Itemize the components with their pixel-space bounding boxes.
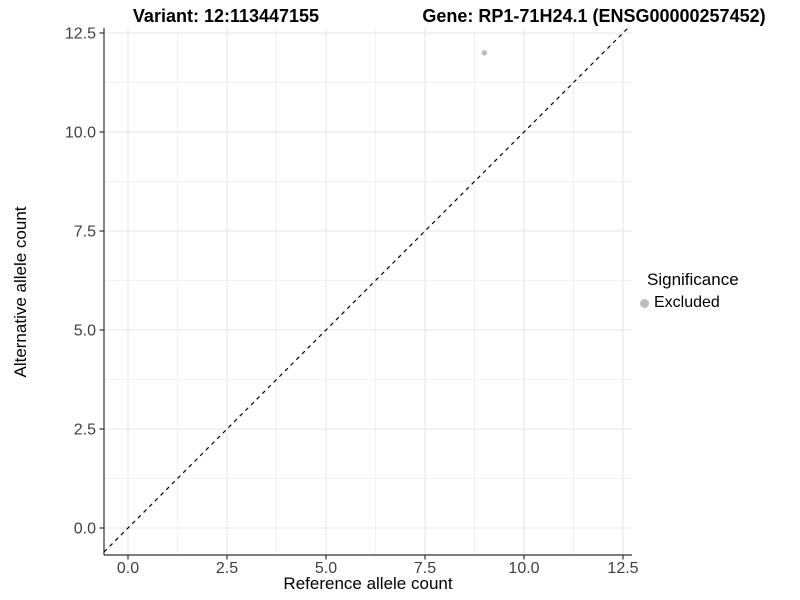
- plot-title-gene: Gene: RP1-71H24.1 (ENSG00000257452): [422, 6, 766, 26]
- x-axis-title: Reference allele count: [283, 574, 453, 593]
- y-tick-label: 10.0: [65, 125, 96, 142]
- y-tick-label: 0.0: [74, 521, 96, 538]
- y-tick-label: 7.5: [74, 224, 96, 241]
- x-tick-label: 12.5: [607, 560, 638, 577]
- data-point-excluded: [481, 50, 488, 56]
- excluded-point-icon: [640, 298, 649, 308]
- plot-title-variant: Variant: 12:113447155: [132, 6, 320, 26]
- y-tick-label: 12.5: [65, 26, 96, 43]
- legend: Significance Excluded: [640, 270, 739, 312]
- legend-title: Significance: [647, 270, 739, 289]
- x-tick-label: 0.0: [117, 560, 139, 577]
- y-tick-label: 5.0: [74, 323, 96, 340]
- y-tick-label: 2.5: [74, 422, 96, 439]
- y-axis-title: Alternative allele count: [11, 206, 30, 378]
- x-tick-label: 2.5: [216, 560, 238, 577]
- x-tick-label: 7.5: [414, 560, 436, 577]
- identity-dashed-line: [103, 27, 629, 553]
- panel-background: [104, 28, 632, 555]
- x-tick-label: 10.0: [508, 560, 539, 577]
- x-tick-label: 5.0: [315, 560, 337, 577]
- legend-entry: Excluded: [640, 294, 739, 312]
- legend-entry-label: Excluded: [654, 294, 720, 311]
